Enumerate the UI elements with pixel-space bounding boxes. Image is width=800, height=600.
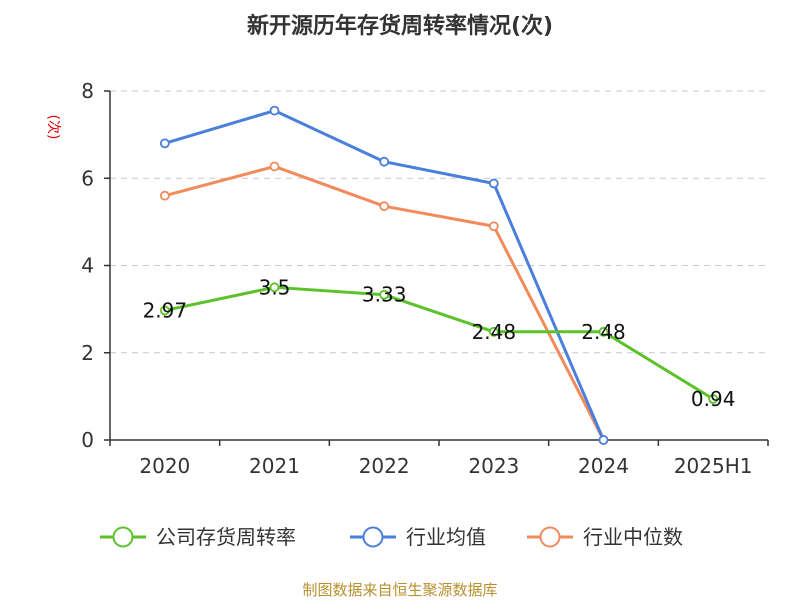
data-label: 2.48	[472, 320, 517, 344]
legend-label: 行业中位数	[583, 525, 683, 549]
source-note: 制图数据来自恒生聚源数据库	[302, 581, 497, 599]
axes: 0 2 4 6 8 2020 2021 2022 2023 2024 2025H1	[81, 79, 769, 478]
legend-item: 公司存货周转率	[100, 525, 296, 549]
data-point	[379, 201, 390, 212]
data-point	[159, 138, 170, 149]
x-tick-label: 2023	[468, 454, 519, 478]
data-labels: 2.97 3.5 3.33 2.48 2.48 0.94	[143, 275, 736, 411]
legend-item: 行业均值	[350, 525, 486, 549]
data-point	[598, 326, 609, 337]
data-point	[269, 282, 280, 293]
data-label: 3.33	[362, 283, 407, 307]
x-tick-label: 2022	[359, 454, 410, 478]
data-point	[269, 161, 280, 172]
y-tick-label: 2	[81, 341, 94, 365]
data-label: 2.48	[581, 320, 626, 344]
data-point	[159, 305, 170, 316]
x-tick-label: 2024	[578, 454, 629, 478]
y-tick-label: 4	[81, 254, 94, 278]
legend-label: 行业均值	[406, 525, 486, 549]
data-point	[379, 289, 390, 300]
y-tick-label: 8	[81, 79, 94, 103]
data-point	[598, 435, 609, 445]
chart-title: 新开源历年存货周转率情况(次)	[247, 13, 553, 39]
data-point	[488, 221, 499, 232]
y-tick-label: 0	[81, 428, 94, 452]
legend: 公司存货周转率 行业均值 行业中位数	[100, 525, 683, 549]
data-point	[379, 156, 390, 167]
legend-label: 公司存货周转率	[156, 525, 296, 549]
series-lines	[159, 105, 719, 445]
y-tick-label: 6	[81, 166, 94, 190]
legend-marker	[112, 526, 134, 548]
legend-marker	[362, 526, 384, 548]
x-tick-label: 2021	[249, 454, 300, 478]
x-tick-label: 2020	[139, 454, 190, 478]
y-axis-label: (次)	[45, 115, 61, 140]
x-tick-label: 2025H1	[674, 454, 753, 478]
series-line-0	[164, 285, 714, 401]
legend-marker	[539, 526, 561, 548]
data-label: 2.97	[143, 298, 188, 322]
data-label: 3.5	[259, 275, 291, 299]
data-label: 0.94	[691, 387, 736, 411]
data-point	[269, 105, 280, 116]
legend-item: 行业中位数	[527, 525, 683, 549]
data-point	[159, 190, 170, 201]
data-point	[488, 178, 499, 189]
data-point	[708, 394, 719, 404]
data-point	[488, 326, 499, 337]
